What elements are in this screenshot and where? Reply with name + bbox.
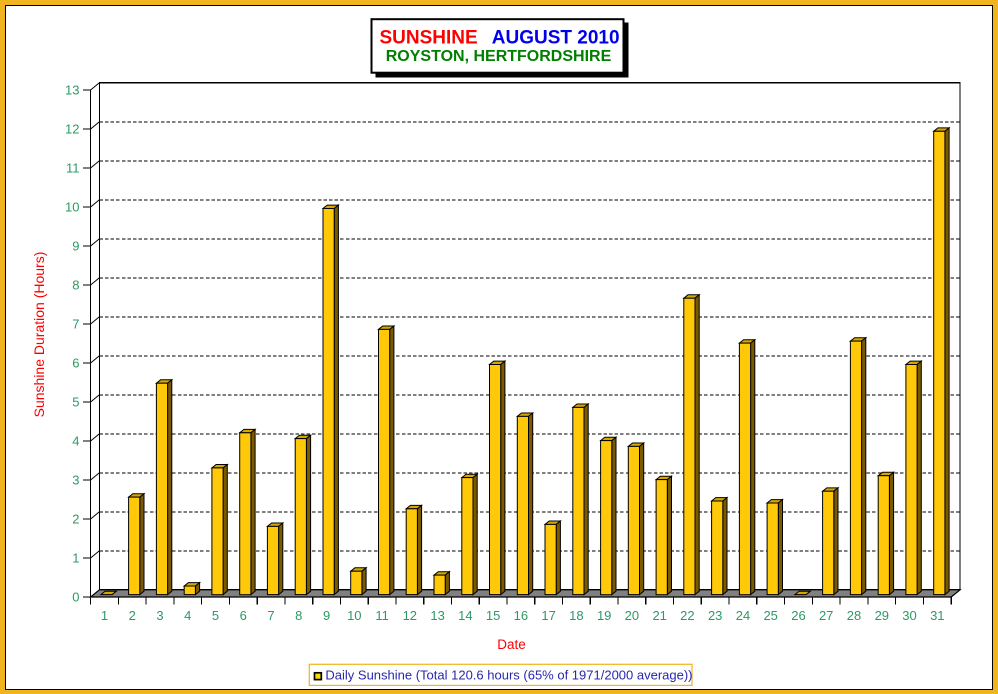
svg-text:12: 12 — [65, 122, 79, 137]
svg-text:1: 1 — [101, 608, 108, 623]
svg-text:27: 27 — [819, 608, 833, 623]
svg-text:23: 23 — [708, 608, 722, 623]
svg-text:5: 5 — [72, 395, 79, 410]
svg-text:6: 6 — [240, 608, 247, 623]
svg-text:2: 2 — [72, 512, 79, 527]
svg-text:ROYSTON, HERTFORDSHIRE: ROYSTON, HERTFORDSHIRE — [386, 48, 612, 65]
svg-text:11: 11 — [375, 608, 389, 623]
svg-text:8: 8 — [295, 608, 302, 623]
svg-text:31: 31 — [930, 608, 944, 623]
svg-text:Daily Sunshine (Total 120.6 ho: Daily Sunshine (Total 120.6 hours (65% o… — [325, 668, 692, 683]
svg-text:0: 0 — [72, 590, 79, 605]
svg-text:2: 2 — [129, 608, 136, 623]
svg-text:14: 14 — [458, 608, 472, 623]
svg-text:4: 4 — [184, 608, 191, 623]
svg-text:10: 10 — [347, 608, 361, 623]
svg-text:16: 16 — [514, 608, 528, 623]
svg-text:13: 13 — [430, 608, 444, 623]
svg-text:26: 26 — [791, 608, 805, 623]
svg-text:20: 20 — [625, 608, 639, 623]
svg-text:30: 30 — [902, 608, 916, 623]
svg-text:9: 9 — [323, 608, 330, 623]
svg-text:4: 4 — [72, 434, 79, 449]
svg-text:28: 28 — [847, 608, 861, 623]
svg-text:17: 17 — [541, 608, 555, 623]
svg-text:24: 24 — [736, 608, 750, 623]
svg-text:15: 15 — [486, 608, 500, 623]
svg-text:3: 3 — [156, 608, 163, 623]
svg-text:Sunshine Duration (Hours): Sunshine Duration (Hours) — [31, 252, 47, 418]
svg-text:25: 25 — [763, 608, 777, 623]
svg-text:11: 11 — [66, 161, 80, 176]
svg-text:18: 18 — [569, 608, 583, 623]
svg-text:7: 7 — [72, 317, 79, 332]
svg-text:1: 1 — [72, 551, 79, 566]
svg-text:13: 13 — [65, 83, 79, 98]
svg-text:19: 19 — [597, 608, 611, 623]
svg-text:10: 10 — [65, 200, 79, 215]
svg-text:21: 21 — [652, 608, 666, 623]
svg-text:29: 29 — [875, 608, 889, 623]
svg-text:Date: Date — [497, 637, 526, 652]
svg-text:3: 3 — [72, 473, 79, 488]
svg-text:12: 12 — [403, 608, 417, 623]
svg-text:5: 5 — [212, 608, 219, 623]
svg-text:AUGUST 2010: AUGUST 2010 — [492, 28, 620, 49]
svg-text:9: 9 — [72, 239, 79, 254]
svg-text:8: 8 — [72, 278, 79, 293]
svg-text:7: 7 — [267, 608, 274, 623]
svg-text:SUNSHINE: SUNSHINE — [380, 28, 478, 49]
svg-text:6: 6 — [72, 356, 79, 371]
svg-text:22: 22 — [680, 608, 694, 623]
